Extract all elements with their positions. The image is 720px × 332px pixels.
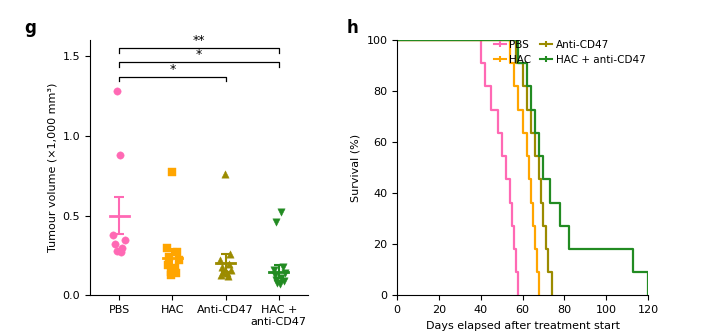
Point: [271, 280, 283, 286]
Point: [167, 170, 179, 175]
Legend: PBS, HAC, Anti-CD47, HAC + anti-CD47: PBS, HAC, Anti-CD47, HAC + anti-CD47: [494, 40, 645, 65]
Point: [117, 245, 128, 250]
Point: [279, 279, 290, 284]
Point: [214, 258, 225, 263]
Text: h: h: [347, 19, 359, 38]
Text: g: g: [24, 19, 37, 38]
Point: [166, 272, 177, 277]
Point: [277, 264, 289, 269]
Point: [171, 271, 182, 276]
Point: [112, 248, 123, 253]
Point: [107, 232, 119, 237]
Point: [119, 237, 130, 242]
Point: [173, 258, 184, 263]
Point: [274, 282, 286, 287]
Point: [279, 271, 291, 276]
Point: [226, 267, 238, 273]
Point: [115, 250, 127, 255]
Y-axis label: Tumour volume (×1,000 mm³): Tumour volume (×1,000 mm³): [47, 83, 57, 252]
Point: [219, 171, 230, 177]
X-axis label: Days elapsed after treatment start: Days elapsed after treatment start: [426, 321, 620, 331]
Text: *: *: [169, 63, 176, 76]
Point: [215, 272, 227, 277]
Point: [162, 263, 174, 268]
Text: **: **: [193, 34, 205, 47]
Point: [161, 245, 173, 250]
Point: [114, 152, 126, 157]
Point: [109, 242, 121, 247]
Point: [275, 275, 287, 281]
Point: [276, 210, 287, 215]
Point: [271, 219, 282, 225]
Point: [171, 250, 182, 255]
Point: [169, 266, 181, 271]
Point: [269, 272, 280, 277]
Point: [217, 269, 229, 274]
Point: [216, 264, 228, 269]
Point: [222, 274, 233, 279]
Point: [111, 88, 122, 94]
Point: [165, 269, 176, 274]
Text: *: *: [196, 48, 202, 61]
Point: [270, 277, 282, 282]
Point: [223, 261, 235, 266]
Point: [163, 254, 175, 260]
Point: [225, 251, 236, 257]
Point: [222, 271, 233, 276]
Point: [268, 267, 279, 273]
Y-axis label: Survival (%): Survival (%): [351, 133, 361, 202]
